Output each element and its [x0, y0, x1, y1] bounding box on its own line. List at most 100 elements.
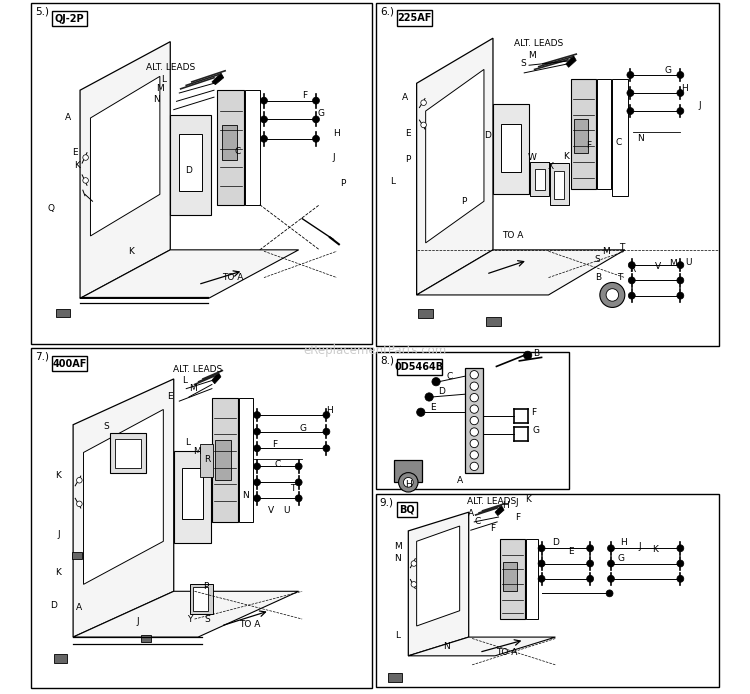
Bar	[571, 79, 596, 189]
Circle shape	[470, 405, 478, 414]
Circle shape	[627, 108, 634, 115]
Text: J: J	[698, 101, 701, 110]
Text: M: M	[670, 260, 677, 268]
Circle shape	[296, 495, 302, 502]
Polygon shape	[91, 76, 160, 236]
Circle shape	[323, 428, 330, 435]
Bar	[239, 398, 253, 522]
Circle shape	[82, 178, 88, 183]
Text: G: G	[532, 426, 539, 434]
Text: N: N	[637, 135, 644, 143]
Circle shape	[76, 501, 82, 507]
Text: TO A: TO A	[502, 232, 523, 240]
Bar	[612, 79, 628, 196]
Bar	[554, 171, 565, 199]
Text: 5.): 5.)	[35, 7, 49, 17]
Circle shape	[677, 277, 684, 284]
Text: F: F	[586, 142, 591, 150]
Text: C: C	[475, 518, 481, 526]
Circle shape	[608, 545, 614, 552]
Text: J: J	[639, 543, 641, 551]
Circle shape	[538, 575, 545, 582]
Bar	[190, 584, 212, 614]
Text: R: R	[628, 265, 635, 273]
Circle shape	[470, 371, 478, 379]
Bar	[215, 440, 231, 480]
Polygon shape	[417, 38, 493, 295]
Circle shape	[677, 262, 684, 269]
Text: D: D	[552, 539, 559, 547]
Text: D: D	[484, 131, 490, 139]
Text: 400AF: 400AF	[53, 359, 87, 369]
Bar	[398, 359, 442, 375]
Circle shape	[254, 445, 260, 452]
Circle shape	[627, 71, 634, 78]
Circle shape	[586, 560, 593, 567]
Polygon shape	[73, 379, 174, 637]
Text: H: H	[681, 85, 688, 93]
Text: QJ-2P: QJ-2P	[55, 14, 85, 24]
Text: E: E	[406, 129, 411, 137]
Text: N: N	[443, 643, 450, 651]
Bar	[179, 134, 203, 191]
Text: L: L	[182, 376, 187, 384]
Text: 0D5464B: 0D5464B	[394, 362, 444, 372]
Bar	[501, 124, 520, 172]
Bar	[141, 635, 151, 642]
Circle shape	[254, 428, 260, 435]
Text: T: T	[616, 273, 622, 282]
Text: K: K	[128, 247, 134, 255]
Text: 8.): 8.)	[380, 355, 394, 365]
Text: M: M	[194, 447, 201, 455]
Text: H: H	[326, 407, 333, 415]
Text: F: F	[531, 409, 536, 417]
Circle shape	[606, 289, 619, 301]
Circle shape	[600, 282, 625, 307]
Bar	[244, 90, 260, 205]
Bar	[73, 552, 82, 559]
Text: D: D	[438, 387, 445, 396]
Circle shape	[254, 479, 260, 486]
Text: A: A	[402, 93, 408, 101]
Text: K: K	[56, 568, 62, 577]
Text: U: U	[686, 258, 692, 266]
Circle shape	[586, 575, 593, 582]
Bar	[182, 468, 203, 519]
Bar	[465, 368, 483, 473]
Text: F: F	[515, 513, 520, 521]
Circle shape	[404, 477, 413, 487]
Text: F: F	[490, 525, 496, 533]
Text: E: E	[430, 403, 436, 412]
Circle shape	[628, 292, 635, 299]
Circle shape	[586, 545, 593, 552]
Bar	[486, 317, 501, 326]
Text: TO A: TO A	[239, 620, 261, 629]
Polygon shape	[408, 637, 556, 656]
Bar	[398, 502, 417, 517]
Bar	[376, 494, 718, 687]
Circle shape	[254, 412, 260, 418]
Circle shape	[628, 277, 635, 284]
Text: P: P	[340, 180, 345, 188]
Circle shape	[398, 473, 418, 492]
Bar	[194, 587, 208, 611]
Polygon shape	[83, 409, 164, 584]
Text: P: P	[461, 197, 466, 205]
Bar	[56, 309, 70, 317]
Text: E: E	[568, 548, 574, 556]
Circle shape	[417, 408, 425, 416]
Text: N: N	[394, 555, 401, 563]
Circle shape	[470, 382, 478, 390]
Text: ALT. LEADS: ALT. LEADS	[467, 497, 516, 505]
Bar	[212, 398, 238, 522]
Text: S: S	[204, 615, 210, 623]
Text: ALT. LEADS: ALT. LEADS	[173, 365, 223, 373]
Text: 7.): 7.)	[35, 352, 49, 362]
Bar	[493, 104, 529, 194]
Polygon shape	[408, 512, 469, 656]
Circle shape	[254, 495, 260, 502]
Text: A: A	[468, 509, 474, 518]
Text: K: K	[74, 161, 80, 169]
Polygon shape	[426, 69, 484, 243]
Bar	[388, 673, 402, 682]
